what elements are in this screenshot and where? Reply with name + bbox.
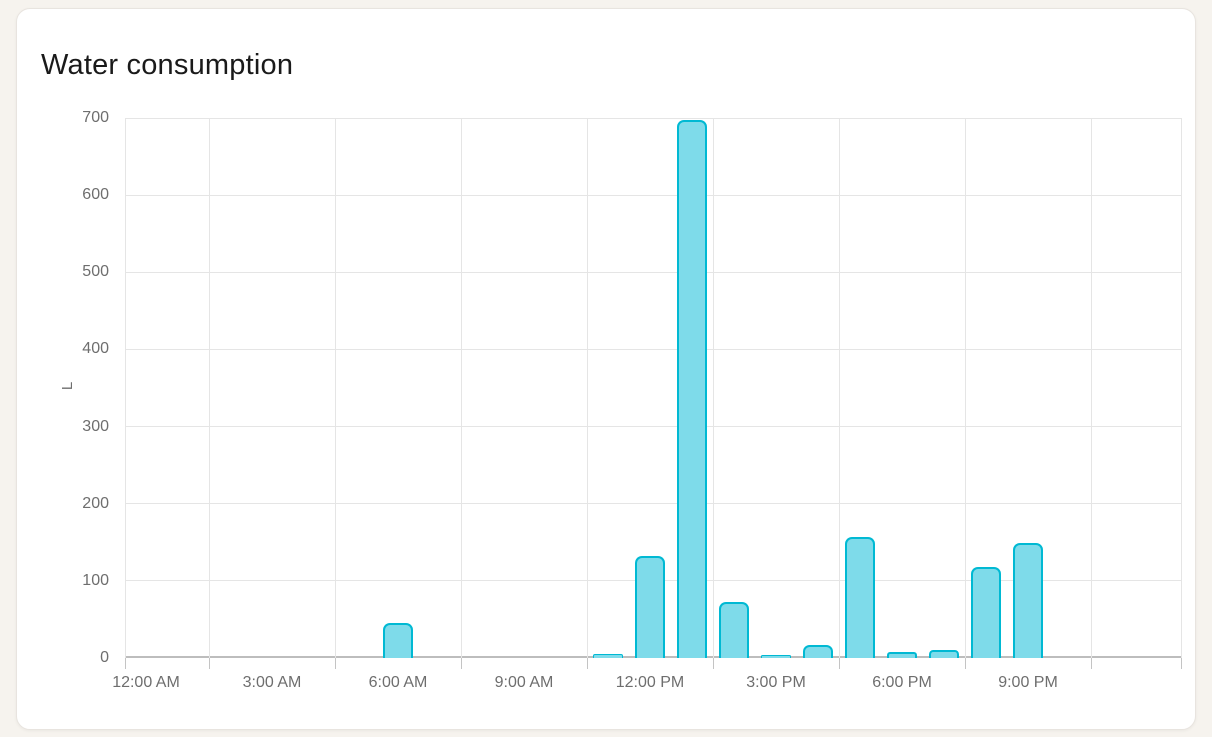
x-tick-label: 3:00 PM xyxy=(746,674,806,691)
bar-6-00-am[interactable] xyxy=(383,623,413,658)
x-gridline xyxy=(839,118,840,658)
bar-9-00-pm[interactable] xyxy=(1013,543,1043,658)
x-tick-mark xyxy=(209,658,210,669)
x-tick-mark xyxy=(1091,658,1092,669)
x-tick-mark xyxy=(1181,658,1182,669)
x-gridline xyxy=(1181,118,1182,658)
x-gridline xyxy=(965,118,966,658)
y-axis-unit-label: L xyxy=(59,381,76,391)
bar-11-00-am[interactable] xyxy=(593,654,623,658)
x-tick-label: 6:00 AM xyxy=(368,674,428,691)
bar-12-00-pm[interactable] xyxy=(635,556,665,658)
x-gridline xyxy=(713,118,714,658)
x-tick-mark xyxy=(125,658,126,669)
x-gridline xyxy=(587,118,588,658)
plot-area: L 0 100 200 300 400 500 600 700 12:00 AM 3:00 AM 6… xyxy=(59,109,1182,691)
chart-title: Water consumption xyxy=(41,49,294,81)
bar-5-00-pm[interactable] xyxy=(845,536,875,658)
y-tick-label: 600 xyxy=(82,186,109,204)
bar-7-00-pm[interactable] xyxy=(929,649,959,658)
y-tick-label: 200 xyxy=(82,494,109,512)
x-tick-mark xyxy=(587,658,588,669)
x-tick-mark xyxy=(839,658,840,669)
y-gridline xyxy=(125,426,1181,428)
bar-4-00-pm[interactable] xyxy=(803,644,833,658)
bar-8-00-pm[interactable] xyxy=(971,566,1001,658)
y-gridline xyxy=(125,117,1181,119)
x-tick-label: 9:00 AM xyxy=(494,674,554,691)
bar-1-00-pm[interactable] xyxy=(677,120,707,658)
water-consumption-card: Water consumption L 0 100 200 300 400 500 600 7… xyxy=(16,8,1196,730)
y-tick-label: 0 xyxy=(100,649,109,666)
x-gridline xyxy=(335,118,336,658)
x-tick-label: 12:00 PM xyxy=(615,674,685,691)
y-tick-label: 500 xyxy=(82,263,109,281)
x-gridline xyxy=(209,118,210,658)
x-tick-mark xyxy=(713,658,714,669)
x-gridline xyxy=(1091,118,1092,658)
y-tick-label: 400 xyxy=(82,340,109,358)
bar-3-00-pm[interactable] xyxy=(761,655,791,658)
x-gridline xyxy=(461,118,462,658)
x-tick-mark xyxy=(461,658,462,669)
x-tick-label: 3:00 AM xyxy=(242,674,302,691)
x-tick-label: 9:00 PM xyxy=(998,674,1058,691)
x-tick-label: 6:00 PM xyxy=(872,674,932,691)
x-tick-mark xyxy=(965,658,966,669)
y-tick-label: 300 xyxy=(82,417,109,435)
y-axis-line xyxy=(125,118,126,658)
y-gridline xyxy=(125,271,1181,273)
bar-2-00-pm[interactable] xyxy=(719,601,749,658)
y-gridline xyxy=(125,348,1181,350)
bar-6-00-pm[interactable] xyxy=(887,651,917,658)
y-tick-label: 700 xyxy=(82,109,109,126)
y-gridline xyxy=(125,503,1181,505)
y-gridline xyxy=(125,194,1181,196)
y-tick-label: 100 xyxy=(82,571,109,589)
x-tick-mark xyxy=(335,658,336,669)
x-tick-label: 12:00 AM xyxy=(112,674,180,691)
